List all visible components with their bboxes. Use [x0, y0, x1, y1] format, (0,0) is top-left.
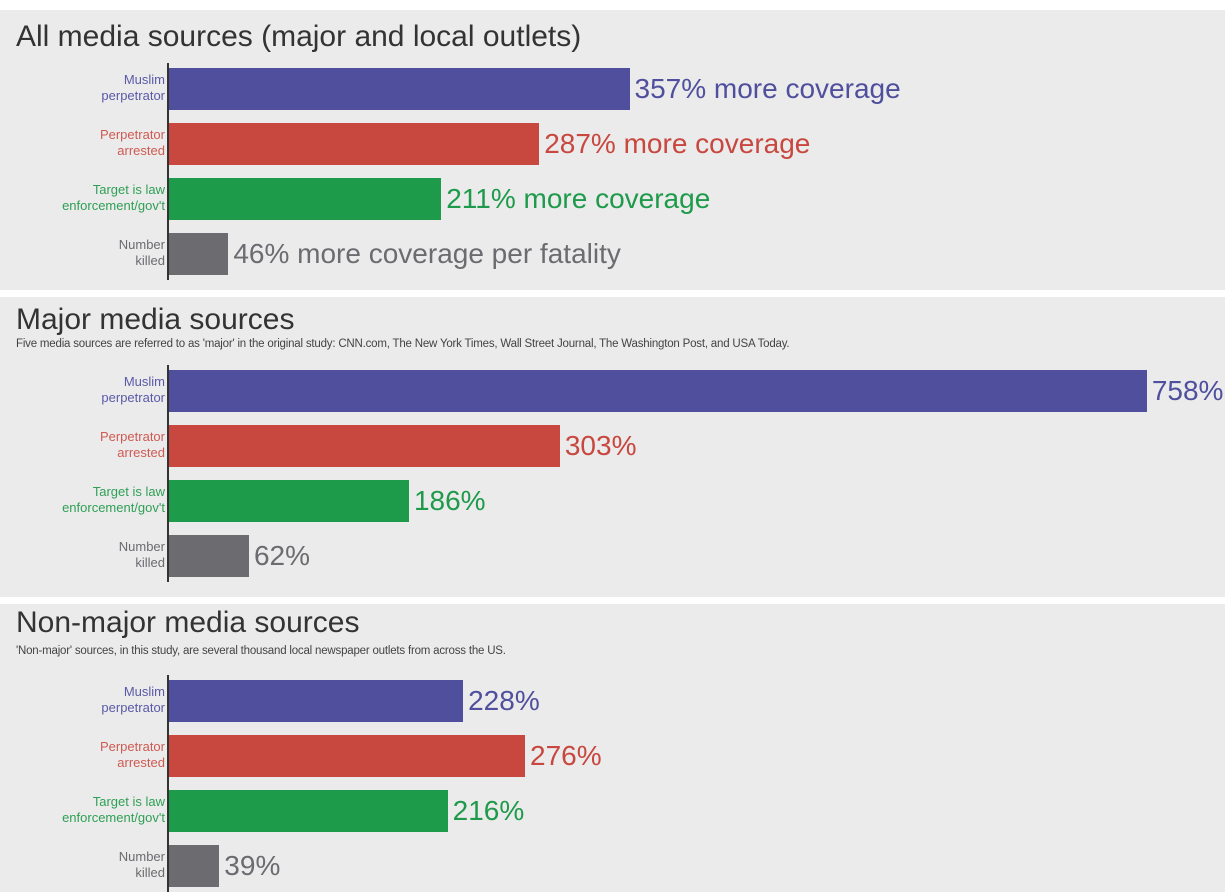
bar: [169, 735, 526, 777]
panel-subtitle: Five media sources are referred to as 'm…: [16, 338, 790, 350]
category-label: Muslim perpetrator: [101, 72, 165, 103]
value-label: 186%: [413, 485, 486, 516]
value-label: 303%: [564, 430, 637, 461]
bar: [169, 425, 560, 467]
bar: [169, 845, 220, 887]
category-label: Perpetrator arrested: [99, 429, 165, 460]
category-label: Target is law enforcement/gov't: [62, 484, 165, 515]
axis-line: [167, 63, 169, 280]
category-label: Muslim perpetrator: [101, 374, 165, 405]
bar: [169, 233, 229, 275]
category-label: Number killed: [118, 539, 165, 570]
chart-panel: Non-major media sources 'Non-major' sourc…: [0, 604, 1225, 892]
bar: [169, 178, 442, 220]
axis-line: [167, 675, 169, 892]
bar: [169, 790, 448, 832]
panel-title: Non-major media sources: [16, 606, 360, 639]
category-label: Perpetrator arrested: [99, 127, 165, 158]
bar: [169, 68, 630, 110]
chart-panel: Major media sources Five media sources ar…: [0, 297, 1225, 597]
chart-panel: All media sources (major and local outle…: [0, 10, 1225, 290]
value-label: 287% more coverage: [544, 128, 811, 159]
axis-line: [167, 365, 169, 582]
bar: [169, 370, 1147, 412]
panel-title: Major media sources: [16, 303, 295, 336]
value-label: 39%: [224, 850, 281, 881]
category-label: Perpetrator arrested: [99, 739, 165, 770]
panel-subtitle: 'Non-major' sources, in this study, are …: [16, 645, 506, 657]
bar: [169, 480, 409, 522]
category-label: Number killed: [118, 849, 165, 880]
value-label: 357% more coverage: [634, 73, 901, 104]
value-label: 216%: [452, 795, 525, 826]
category-label: Target is law enforcement/gov't: [62, 182, 165, 213]
value-label: 62%: [253, 540, 311, 571]
category-label: Number killed: [118, 237, 165, 268]
value-label: 276%: [530, 740, 602, 771]
value-label: 228%: [468, 685, 540, 716]
value-label: 758%: [1151, 375, 1224, 406]
bar: [169, 123, 540, 165]
value-label: 46% more coverage per fatality: [233, 238, 621, 269]
category-label: Muslim perpetrator: [101, 684, 165, 715]
bar: [169, 680, 464, 722]
bar: [169, 535, 249, 577]
category-label: Target is law enforcement/gov't: [62, 794, 165, 825]
value-label: 211% more coverage: [446, 183, 711, 214]
panel-title: All media sources (major and local outle…: [16, 20, 582, 53]
